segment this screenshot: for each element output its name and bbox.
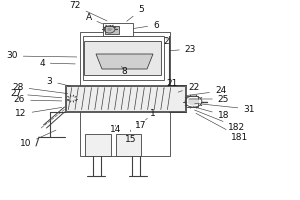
Bar xyxy=(80,32,170,156)
Text: 24: 24 xyxy=(186,86,226,96)
Text: 27: 27 xyxy=(11,90,62,98)
Text: 2: 2 xyxy=(164,38,169,46)
Bar xyxy=(116,134,141,156)
Bar xyxy=(84,41,160,75)
Text: 12: 12 xyxy=(15,107,62,118)
Text: 31: 31 xyxy=(195,103,255,114)
Bar xyxy=(85,134,111,156)
Text: 23: 23 xyxy=(169,45,196,53)
Circle shape xyxy=(107,28,112,31)
Text: 182: 182 xyxy=(195,110,246,132)
Text: 4: 4 xyxy=(39,58,75,68)
Bar xyxy=(186,96,198,107)
Text: 17: 17 xyxy=(135,120,147,130)
Text: 25: 25 xyxy=(189,95,229,104)
Text: 181: 181 xyxy=(196,113,249,142)
Text: 21: 21 xyxy=(164,78,178,89)
Text: 3: 3 xyxy=(46,76,71,86)
Text: 72: 72 xyxy=(69,1,107,21)
Text: 8: 8 xyxy=(122,66,128,75)
Bar xyxy=(82,36,164,80)
Text: 1: 1 xyxy=(146,108,156,120)
Bar xyxy=(103,23,134,36)
Circle shape xyxy=(188,98,199,105)
Polygon shape xyxy=(96,54,153,69)
Text: 14: 14 xyxy=(110,124,121,134)
Text: 6: 6 xyxy=(133,21,159,29)
Text: A: A xyxy=(85,14,103,24)
Text: 18: 18 xyxy=(193,107,229,119)
Text: 5: 5 xyxy=(127,5,144,21)
Bar xyxy=(105,26,119,34)
Text: 30: 30 xyxy=(6,51,77,60)
Bar xyxy=(64,85,186,112)
Text: 10: 10 xyxy=(20,130,56,148)
Text: 15: 15 xyxy=(125,130,136,144)
Bar xyxy=(66,86,184,111)
Text: 28: 28 xyxy=(12,83,68,94)
Text: 26: 26 xyxy=(14,96,62,104)
Text: 22: 22 xyxy=(178,83,199,92)
